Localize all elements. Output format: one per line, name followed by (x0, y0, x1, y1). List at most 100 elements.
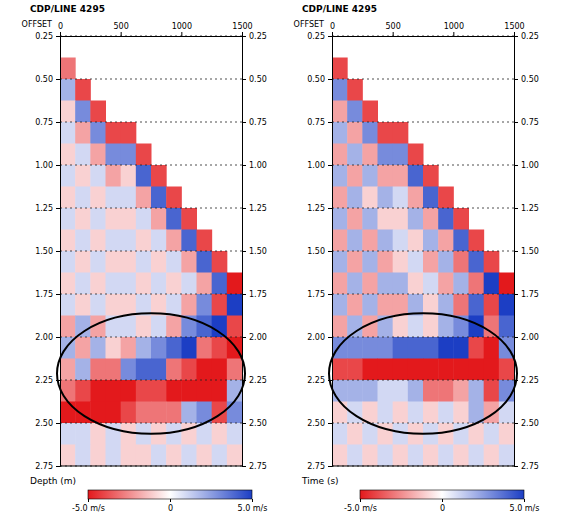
tick-label: 1.50 (521, 247, 539, 256)
cell (378, 294, 394, 316)
cell (408, 208, 424, 230)
cell (227, 273, 242, 295)
cell (75, 208, 91, 230)
tick: 1.00 (242, 161, 267, 170)
cell (60, 79, 76, 101)
tick-label: 1.00 (521, 161, 539, 170)
axis: -5.0 m/s05.0 m/s (72, 499, 267, 513)
cell (136, 230, 152, 252)
cell (166, 402, 182, 424)
tick-mark (242, 337, 246, 338)
tick: 1.00 (35, 161, 60, 170)
tick-mark (328, 36, 332, 37)
tick-label: 2.00 (521, 333, 539, 342)
cells (332, 58, 514, 467)
cell (60, 230, 76, 252)
cell (90, 165, 106, 187)
cell (181, 380, 197, 402)
cells (60, 58, 242, 467)
grid-line (332, 337, 514, 338)
tick-label: 0.25 (521, 32, 539, 41)
cell (347, 294, 363, 316)
grid-line (332, 466, 514, 467)
cell (75, 79, 91, 101)
cell (197, 359, 213, 381)
tick-mark (328, 337, 332, 338)
tick-label: 2.75 (249, 462, 267, 471)
cell (75, 316, 91, 338)
tick-mark (328, 79, 332, 80)
cell (136, 144, 152, 166)
grid-line (60, 380, 242, 381)
axis: 0.250.500.751.001.251.501.752.002.252.50… (242, 32, 267, 471)
tick-label: 500 (386, 22, 401, 31)
cell (90, 337, 106, 359)
tick-mark (56, 79, 60, 80)
tick-mark (252, 499, 253, 502)
tick: 2.50 (35, 419, 60, 428)
grid-line (60, 294, 242, 295)
cell (60, 423, 76, 445)
cell (408, 380, 424, 402)
cell (378, 251, 394, 273)
grid-line (60, 165, 242, 166)
tick-mark (514, 32, 515, 36)
cell (453, 294, 469, 316)
cell (378, 337, 394, 359)
colorbar (88, 490, 252, 499)
cell (408, 445, 424, 467)
cell (484, 380, 500, 402)
cell (332, 208, 348, 230)
annotation-ellipse (329, 313, 517, 433)
axis: 050010001500 (330, 22, 525, 37)
cell (438, 230, 454, 252)
cell (453, 380, 469, 402)
cell (106, 187, 122, 209)
grid-line (332, 165, 514, 166)
axis-line (56, 37, 61, 467)
cell (166, 187, 182, 209)
grid-line (332, 251, 514, 252)
tick-label: 0 (168, 504, 173, 513)
cell (90, 230, 106, 252)
cell (469, 230, 485, 252)
cell (121, 230, 137, 252)
cell (181, 251, 197, 273)
cell (484, 273, 500, 295)
axis-line (332, 466, 514, 467)
cell (166, 230, 182, 252)
cell (332, 230, 348, 252)
tick-mark (328, 251, 332, 252)
tick-mark (56, 122, 60, 123)
tick-mark (328, 122, 332, 123)
tick-label: 1.75 (249, 290, 267, 299)
cell (60, 144, 76, 166)
cell (75, 165, 91, 187)
cell (469, 294, 485, 316)
tick-label: 2.50 (521, 419, 539, 428)
cell (378, 187, 394, 209)
grid-line (332, 423, 514, 424)
y-axis-title: Time (s) (301, 476, 339, 486)
tick-label: 5.0 m/s (510, 504, 540, 513)
axis-line (89, 500, 253, 503)
tick-mark (56, 165, 60, 166)
cell (347, 208, 363, 230)
cell (227, 445, 242, 467)
axis: 0.250.500.751.001.251.501.752.002.252.50… (35, 32, 60, 471)
tick-mark (56, 466, 60, 467)
cell (423, 165, 439, 187)
cell (121, 445, 137, 467)
tick: 0 (58, 22, 63, 36)
cell (499, 273, 514, 295)
tick-label: 1.25 (35, 204, 53, 213)
tick: 2.00 (514, 333, 539, 342)
cell (469, 359, 485, 381)
cell (378, 208, 394, 230)
cell (197, 230, 213, 252)
cell (378, 144, 394, 166)
cell (212, 337, 228, 359)
cell (121, 187, 137, 209)
cell (136, 187, 152, 209)
tick-label: 0.25 (307, 32, 325, 41)
